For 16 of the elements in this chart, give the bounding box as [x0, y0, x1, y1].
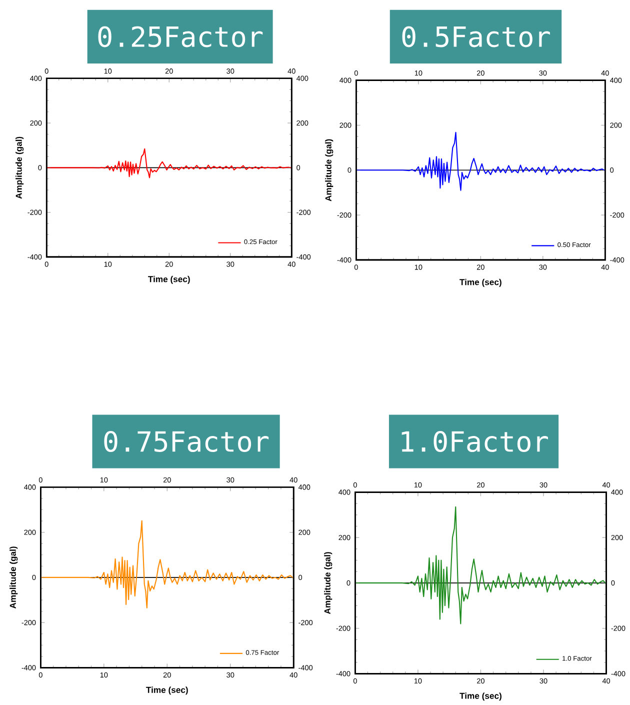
line-series: [40, 520, 294, 608]
x-axis-title: Time (sec): [460, 692, 502, 701]
chart-title: 0.5Factor: [402, 26, 550, 48]
x-axis-title: Time (sec): [148, 276, 190, 284]
y-axis-title: Amplitude (gal): [16, 136, 24, 199]
y-axis-title: Amplitude (gal): [325, 139, 334, 202]
line-series: [356, 132, 606, 191]
chart-title: 1.0Factor: [402, 430, 548, 452]
line-series: [46, 148, 292, 178]
y-axis-title: Amplitude (gal): [10, 546, 18, 609]
x-axis-title: Time (sec): [460, 278, 502, 287]
chart-title: 0.25Factor: [98, 26, 263, 48]
chart-title: 0.75Factor: [104, 430, 269, 452]
x-axis-title: Time (sec): [146, 686, 188, 695]
y-axis-title: Amplitude (gal): [324, 552, 332, 614]
line-series: [355, 506, 606, 624]
